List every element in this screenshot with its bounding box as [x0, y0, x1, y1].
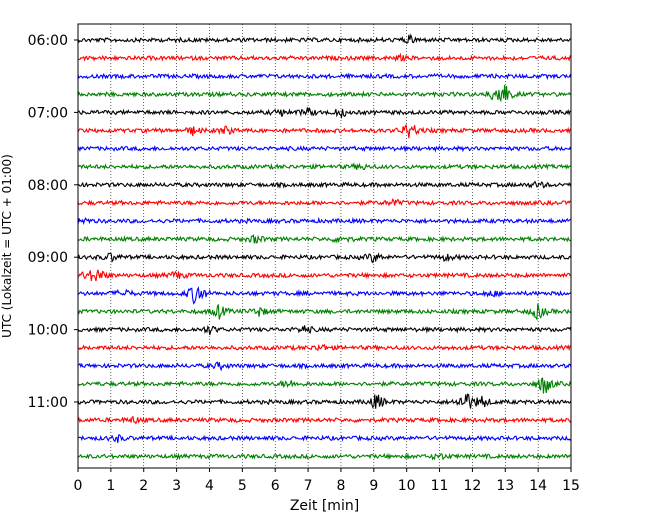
- trace-0800: [77, 180, 572, 189]
- x-axis: 0 1 2 3 4 5 6 7 8 9 10 11 12 13 14 15: [74, 468, 580, 494]
- y-tick-label: 11:00: [28, 395, 68, 411]
- trace-0700: [77, 107, 572, 120]
- trace-0930: [77, 285, 572, 305]
- y-tick-label: 09:00: [28, 250, 68, 266]
- x-tick-label: 7: [304, 478, 313, 494]
- trace-0600: [77, 33, 572, 45]
- x-tick-label: 3: [172, 478, 181, 494]
- y-tick-label: 07:00: [28, 105, 68, 121]
- y-tick-label: 08:00: [28, 178, 68, 194]
- trace-0645: [77, 85, 572, 103]
- trace-1000: [77, 324, 572, 336]
- trace-1045: [77, 377, 572, 394]
- plot-frame: [77, 23, 572, 469]
- x-tick-label: 12: [463, 478, 481, 494]
- x-tick-label: 9: [369, 478, 378, 494]
- x-tick-label: 6: [271, 478, 280, 494]
- x-tick-label: 5: [238, 478, 247, 494]
- trace-0900: [77, 252, 572, 264]
- trace-0830: [77, 216, 572, 226]
- trace-0845: [77, 233, 572, 244]
- x-tick-label: 15: [562, 478, 580, 494]
- x-tick-label: 2: [139, 478, 148, 494]
- trace-1115: [77, 415, 572, 425]
- trace-group: [77, 33, 572, 461]
- trace-1130: [77, 434, 572, 443]
- x-tick-label: 4: [205, 478, 214, 494]
- grid-lines: [110, 24, 539, 468]
- y-tick-label: 06:00: [28, 33, 68, 49]
- trace-0945: [77, 303, 572, 321]
- trace-0615: [77, 52, 572, 63]
- trace-1030: [77, 361, 572, 372]
- x-tick-label: 14: [529, 478, 547, 494]
- trace-0715: [77, 123, 572, 139]
- trace-0915: [77, 269, 572, 282]
- trace-1015: [77, 343, 572, 352]
- x-tick-label: 8: [336, 478, 345, 494]
- trace-0630: [77, 72, 572, 81]
- x-tick-label: 10: [398, 478, 416, 494]
- x-tick-label: 1: [106, 478, 115, 494]
- trace-0815: [77, 198, 572, 207]
- x-tick-label: 11: [431, 478, 449, 494]
- trace-0730: [77, 144, 572, 153]
- trace-0745: [77, 162, 572, 171]
- trace-1100: [77, 393, 572, 409]
- x-tick-label: 0: [74, 478, 83, 494]
- trace-1145: [77, 452, 572, 461]
- y-axis: 06:00 07:00 08:00 09:00 10:00 11:00: [28, 33, 78, 411]
- y-tick-label: 10:00: [28, 323, 68, 339]
- x-axis-label: Zeit [min]: [290, 498, 359, 514]
- x-tick-label: 13: [496, 478, 514, 494]
- y-axis-label: UTC (Lokalzeit = UTC + 01:00): [0, 154, 14, 338]
